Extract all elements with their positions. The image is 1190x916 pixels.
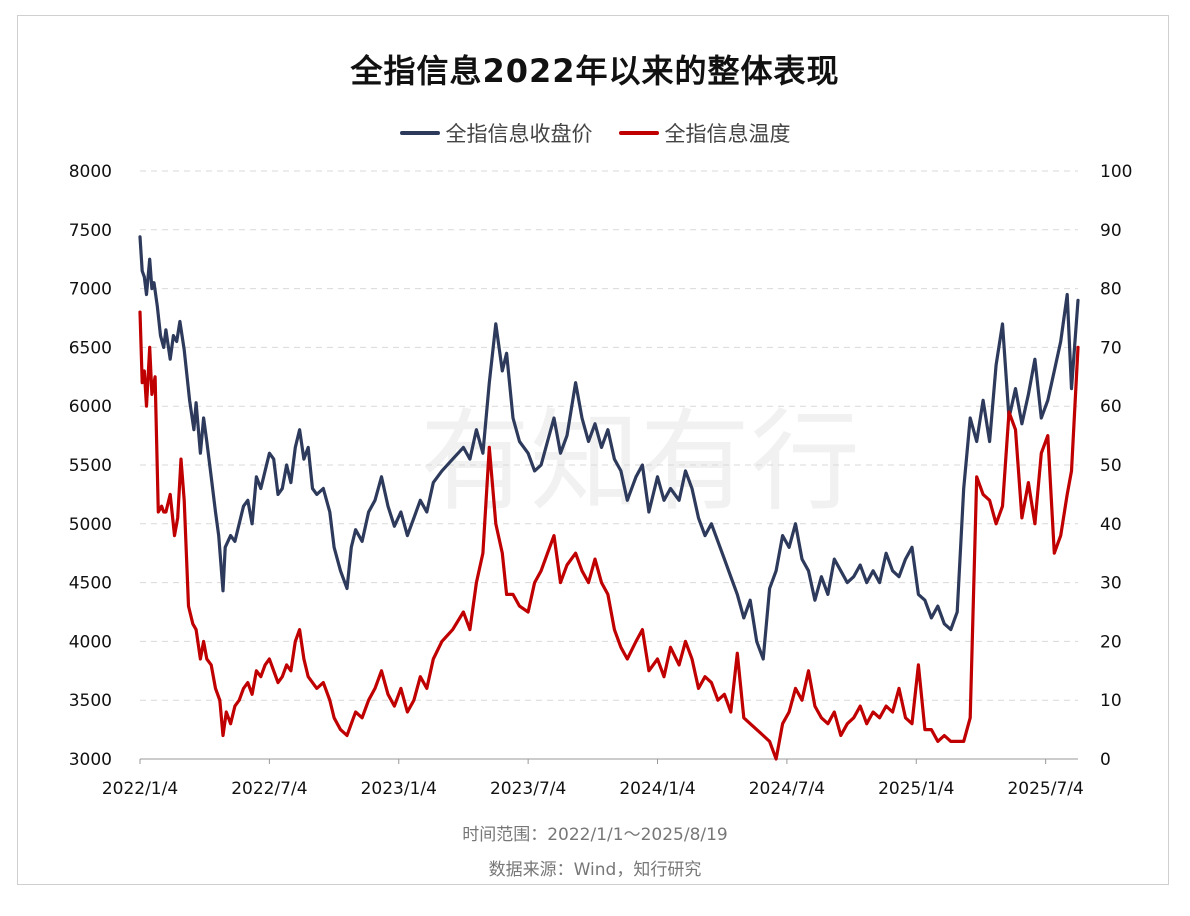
series-line-temperature [138, 310, 1080, 761]
y-right-tick-label: 80 [1100, 280, 1122, 300]
y-left-tick-label: 7000 [69, 280, 112, 300]
y-axis-left: 3000 3500 4000 4500 5000 5500 6000 6500 7000 7500… [69, 162, 112, 770]
y-right-tick-label: 40 [1100, 515, 1122, 535]
y-left-tick-label: 5000 [69, 515, 112, 535]
y-left-tick-label: 3000 [69, 750, 112, 770]
series-group [138, 235, 1080, 761]
y-left-tick-label: 3500 [69, 691, 112, 711]
legend-item-temperature[interactable]: 全指信息温度 [618, 118, 791, 148]
chart-title: 全指信息2022年以来的整体表现 [350, 52, 840, 90]
y-right-tick-label: 0 [1100, 750, 1111, 770]
legend-label-price: 全指信息收盘价 [445, 122, 593, 146]
legend-swatch-price [399, 131, 440, 135]
x-tick-label: 2024/7/4 [749, 779, 825, 799]
y-left-tick-label: 4000 [69, 632, 112, 652]
legend-label-temperature: 全指信息温度 [664, 122, 791, 146]
x-tick-label: 2023/7/4 [490, 779, 566, 799]
y-right-tick-label: 60 [1100, 397, 1122, 417]
time-range-note: 时间范围：2022/1/1～2025/8/19 [462, 825, 728, 845]
x-tick-label: 2023/1/4 [361, 779, 437, 799]
y-left-tick-label: 6000 [69, 397, 112, 417]
x-tick-label: 2024/1/4 [619, 779, 695, 799]
x-tick-label: 2022/7/4 [231, 779, 307, 799]
y-right-tick-label: 30 [1100, 574, 1122, 594]
y-right-tick-label: 50 [1100, 456, 1122, 476]
y-left-tick-label: 5500 [69, 456, 112, 476]
y-right-tick-label: 70 [1100, 338, 1122, 358]
y-left-tick-label: 4500 [69, 574, 112, 594]
x-tick-label: 2025/1/4 [878, 779, 954, 799]
y-right-tick-label: 90 [1100, 221, 1122, 241]
y-left-tick-label: 7500 [69, 221, 112, 241]
series-line-price [138, 235, 1080, 661]
y-left-tick-label: 8000 [69, 162, 112, 182]
legend-swatch-temperature [618, 131, 659, 135]
y-right-tick-label: 100 [1100, 162, 1132, 182]
legend: 全指信息收盘价 全指信息温度 [0, 118, 1190, 148]
y-right-tick-label: 20 [1100, 632, 1122, 652]
x-tick-label: 2022/1/4 [102, 779, 178, 799]
y-axis-right: 0 10 20 30 40 50 60 70 80 90 100 [1100, 162, 1132, 770]
x-axis: 2022/1/4 2022/7/4 2023/1/4 2023/7/4 2024/1/4… [102, 758, 1084, 799]
legend-item-price[interactable]: 全指信息收盘价 [399, 118, 593, 148]
y-left-tick-label: 6500 [69, 338, 112, 358]
y-right-tick-label: 10 [1100, 691, 1122, 711]
x-tick-label: 2025/7/4 [1007, 779, 1083, 799]
source-note: 数据来源：Wind，知行研究 [488, 860, 702, 880]
